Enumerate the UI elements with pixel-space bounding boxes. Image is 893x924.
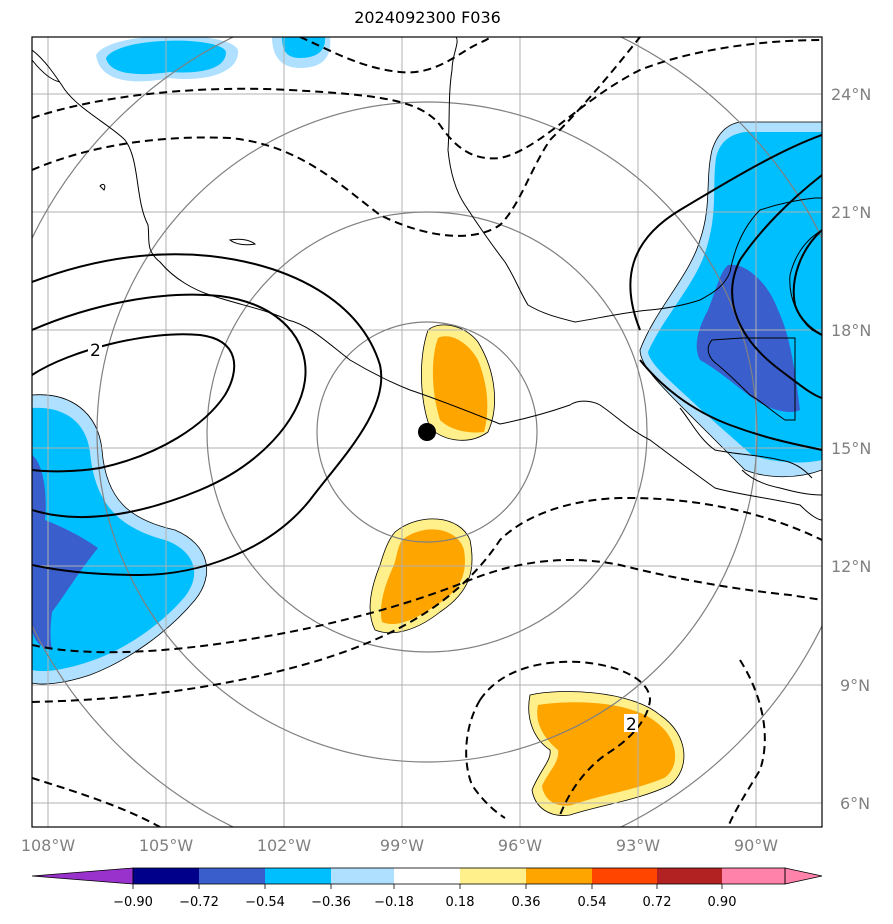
colorbar-tick-label: 0.90 xyxy=(708,895,737,910)
colorbar-segment xyxy=(460,868,526,884)
map-title: 2024092300 F036 xyxy=(354,8,501,27)
colorbar-tick-label: 0.54 xyxy=(578,895,607,910)
colorbar-tick-label: −0.18 xyxy=(374,895,414,910)
lon-label: 93°W xyxy=(616,836,660,855)
lon-label: 90°W xyxy=(734,836,778,855)
colorbar-segment xyxy=(592,868,657,884)
solid-contours xyxy=(32,134,822,577)
colorbar-segment xyxy=(394,868,460,884)
graticule xyxy=(32,37,822,827)
colorbar-segment xyxy=(265,868,331,884)
colorbar: −0.90 −0.72 −0.54 −0.36 −0.18 0.18 0.36 … xyxy=(31,867,823,910)
colorbar-tick-label: 0.72 xyxy=(643,895,672,910)
colorbar-extend-right xyxy=(784,867,823,885)
island-1 xyxy=(99,183,106,191)
lat-label: 15°N xyxy=(831,439,871,458)
coastline-mexico-pacific xyxy=(32,49,822,521)
contour-label-west: 2 xyxy=(90,341,101,361)
lat-label: 12°N xyxy=(831,557,871,576)
lon-label: 108°W xyxy=(21,836,76,855)
coastlines xyxy=(32,37,822,521)
dashed-contours xyxy=(32,37,822,827)
fill-orange-north xyxy=(432,336,488,433)
plot-area: 2 2 xyxy=(32,37,822,827)
lat-tick-labels: 24°N 21°N 18°N 15°N 12°N 9°N 6°N xyxy=(831,85,871,813)
coastline-yucatan xyxy=(729,197,822,273)
lon-label: 102°W xyxy=(257,836,312,855)
lat-label: 9°N xyxy=(840,676,870,695)
coastline-baja xyxy=(32,59,61,83)
colorbar-segment xyxy=(657,868,722,884)
lon-label: 99°W xyxy=(380,836,424,855)
colorbar-segment xyxy=(199,868,265,884)
lat-label: 18°N xyxy=(831,321,871,340)
coastline-gulf xyxy=(447,37,731,323)
colorbar-segment xyxy=(133,868,199,884)
contour-label-southeast: 2 xyxy=(626,715,637,735)
colorbar-tick-label: −0.90 xyxy=(113,895,153,910)
colorbar-segment xyxy=(526,868,592,884)
colorbar-tick-label: 0.36 xyxy=(512,895,541,910)
lon-label: 105°W xyxy=(139,836,194,855)
colorbar-tick-label: −0.54 xyxy=(245,895,285,910)
lon-tick-labels: 108°W 105°W 102°W 99°W 96°W 93°W 90°W xyxy=(21,836,778,855)
island-2 xyxy=(228,238,257,246)
lon-label: 96°W xyxy=(498,836,542,855)
lat-label: 6°N xyxy=(840,794,870,813)
colorbar-tick-label: −0.72 xyxy=(179,895,219,910)
lat-label: 21°N xyxy=(831,203,871,222)
contour-labels: 2 2 xyxy=(88,340,638,735)
colorbar-tick-label: −0.36 xyxy=(311,895,351,910)
colorbar-segment xyxy=(331,868,394,884)
lat-label: 24°N xyxy=(831,85,871,104)
colorbar-segment xyxy=(722,868,785,884)
map-frame xyxy=(31,36,823,828)
range-rings xyxy=(32,37,822,827)
colorbar-tick-label: 0.18 xyxy=(446,895,475,910)
fill-blue-left xyxy=(32,407,195,672)
fill-blue-top2 xyxy=(282,37,326,58)
colorbar-extend-left xyxy=(31,867,134,885)
fill-outlines xyxy=(32,121,822,816)
country-borders xyxy=(679,337,822,496)
storm-center-marker xyxy=(418,423,436,441)
